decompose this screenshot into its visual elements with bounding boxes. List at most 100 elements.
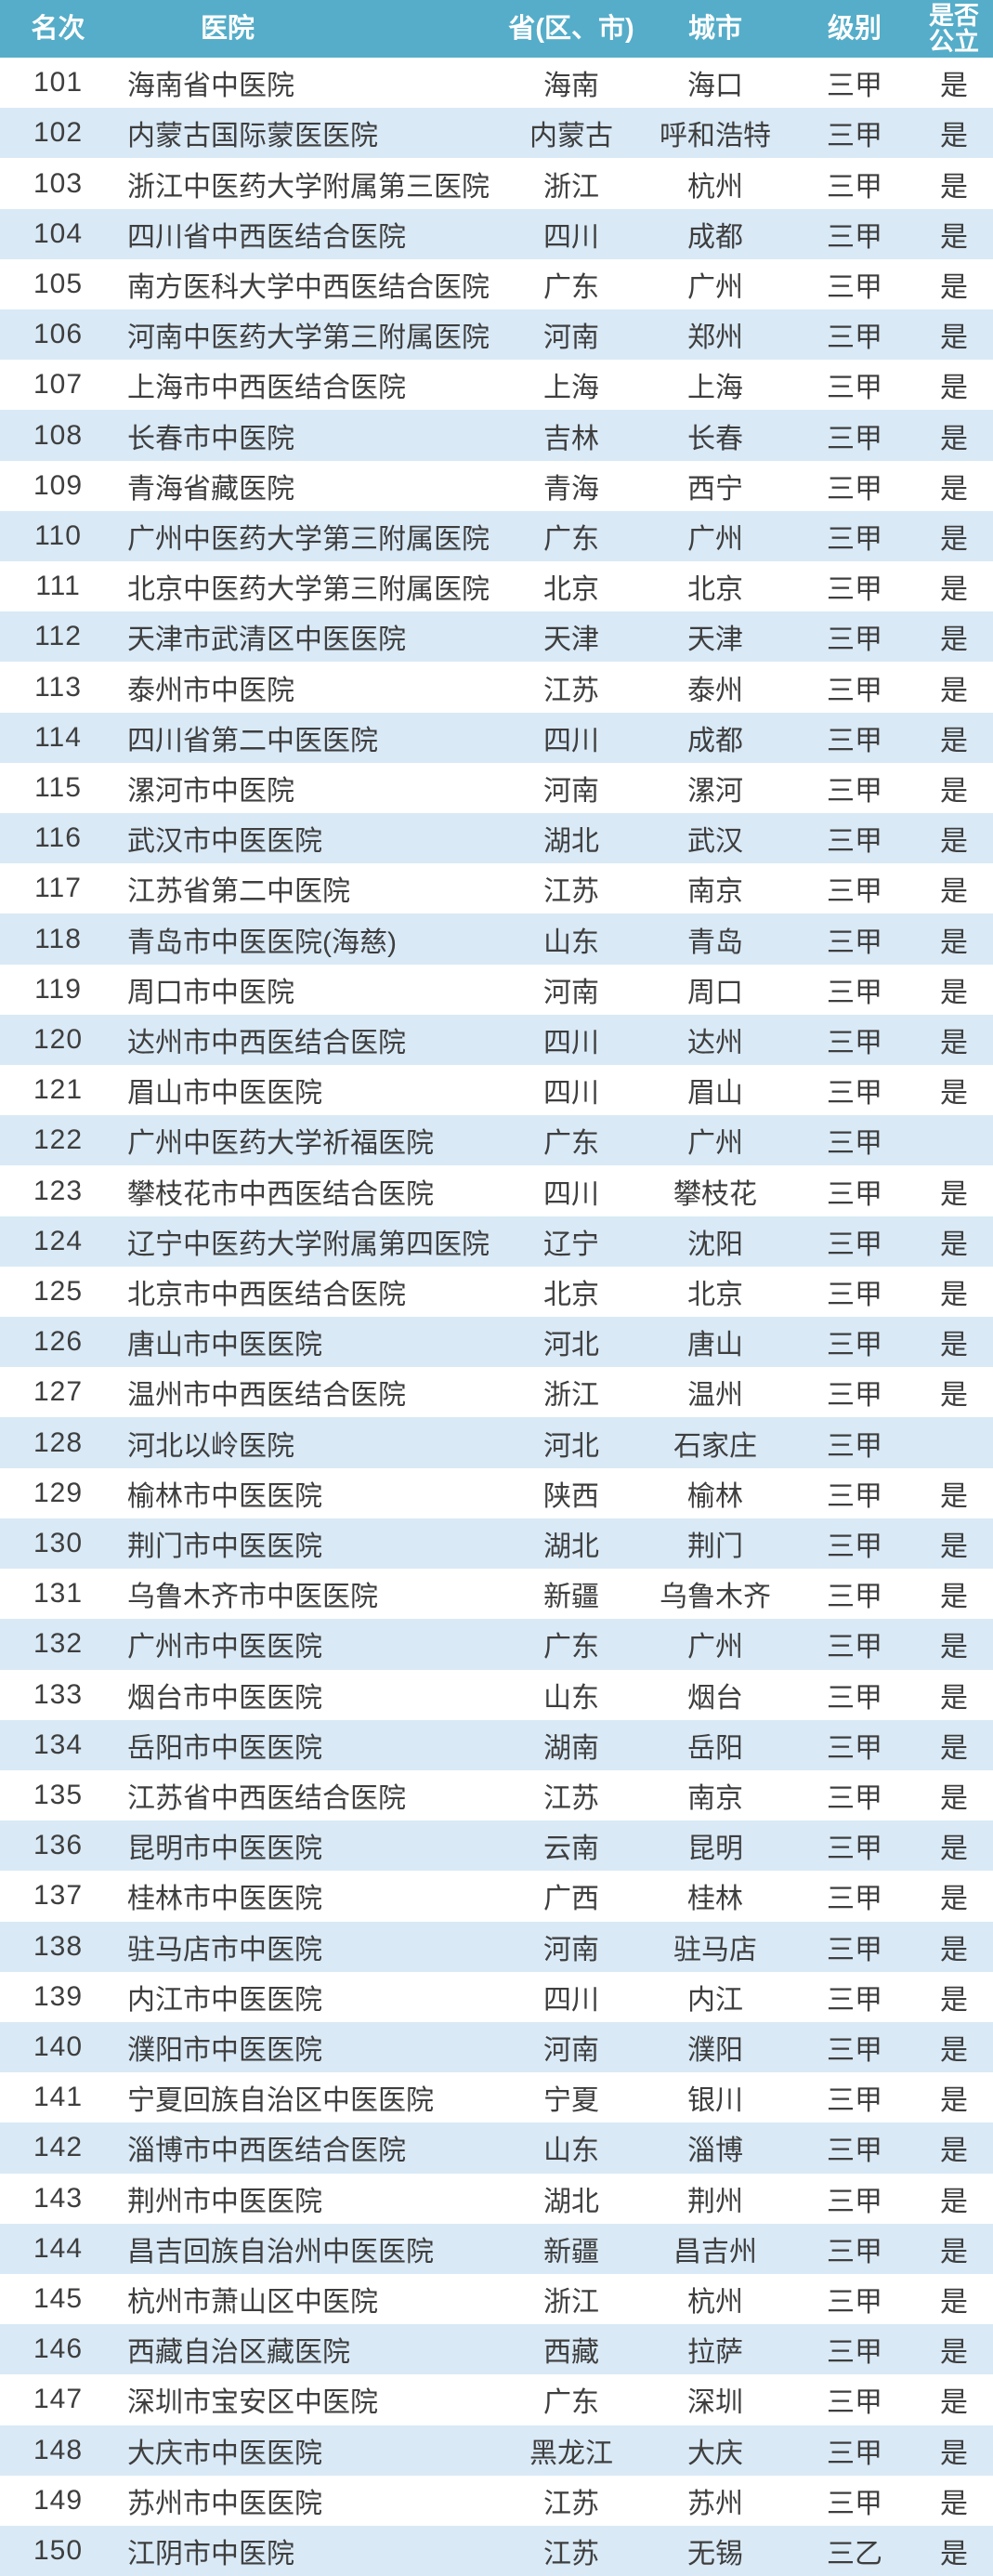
- cell-public: 是: [940, 675, 968, 706]
- cell-province: 黑龙江: [529, 2438, 613, 2469]
- cell-hospital: 武汉市中医医院: [127, 826, 322, 858]
- cell-level: 三甲: [827, 1380, 882, 1412]
- cell-rank: 124: [33, 1225, 84, 1256]
- cell-city: 上海: [687, 373, 743, 404]
- cell-rank: 107: [33, 369, 84, 401]
- cell-hospital: 大庆市中医医院: [127, 2438, 322, 2469]
- cell-level: 三甲: [827, 2035, 882, 2067]
- cell-level: 三甲: [827, 1884, 882, 1915]
- cell-rank: 133: [33, 1678, 84, 1710]
- cell-level: 三甲: [827, 2287, 882, 2319]
- cell-city: 广州: [687, 1128, 743, 1160]
- cell-hospital: 荆州市中医医院: [127, 2186, 322, 2217]
- cell-city: 驻马店: [673, 1934, 757, 1965]
- cell-province: 河南: [543, 2035, 599, 2067]
- cell-rank: 138: [33, 1930, 84, 1962]
- cell-level: 三甲: [827, 473, 882, 505]
- table-row: 118 青岛市中医医院(海慈) 山东 青岛 三甲 是: [0, 913, 993, 965]
- cell-hospital: 深圳市宝安区中医院: [127, 2387, 378, 2419]
- cell-hospital: 濮阳市中医医院: [127, 2035, 322, 2067]
- column-header-rank: 名次: [31, 13, 85, 44]
- column-header-public: 是否公立: [929, 1, 979, 56]
- table-row: 142 淄博市中西医结合医院 山东 淄博 三甲 是: [0, 2123, 993, 2174]
- cell-province: 浙江: [543, 171, 599, 203]
- cell-hospital: 广州市中医医院: [127, 1632, 322, 1663]
- table-row: 119 周口市中医院 河南 周口 三甲 是: [0, 964, 993, 1015]
- cell-rank: 143: [33, 2182, 84, 2214]
- cell-level: 三甲: [827, 1330, 882, 1361]
- cell-level: 三甲: [827, 2488, 882, 2519]
- table-row: 130 荆门市中医医院 湖北 荆门 三甲 是: [0, 1518, 993, 1570]
- cell-province: 陕西: [543, 1480, 599, 1512]
- cell-rank: 150: [33, 2535, 84, 2567]
- cell-hospital: 江阴市中医院: [127, 2539, 294, 2570]
- cell-city: 呼和浩特: [660, 121, 771, 152]
- cell-hospital: 河北以岭医院: [127, 1430, 294, 1462]
- cell-level: 三甲: [827, 1783, 882, 1814]
- cell-public: 是: [940, 876, 968, 908]
- cell-public: 是: [940, 775, 968, 807]
- cell-province: 四川: [543, 1984, 599, 2016]
- cell-level: 三甲: [827, 1430, 882, 1462]
- cell-hospital: 北京市中西医结合医院: [127, 1279, 406, 1310]
- table-row: 145 杭州市萧山区中医院 浙江 杭州 三甲 是: [0, 2273, 993, 2325]
- cell-hospital: 南方医科大学中西医结合医院: [127, 271, 490, 303]
- cell-province: 云南: [543, 1833, 599, 1865]
- cell-rank: 128: [33, 1426, 84, 1458]
- cell-city: 昌吉州: [673, 2236, 757, 2267]
- table-row: 135 江苏省中西医结合医院 江苏 南京 三甲 是: [0, 1769, 993, 1821]
- cell-hospital: 乌鲁木齐市中医医院: [127, 1582, 378, 1613]
- cell-public: 是: [940, 1279, 968, 1310]
- cell-public: 是: [940, 2287, 968, 2319]
- cell-city: 北京: [687, 574, 743, 606]
- table-row: 106 河南中医药大学第三附属医院 河南 郑州 三甲 是: [0, 309, 993, 361]
- cell-city: 银川: [687, 2085, 743, 2117]
- table-row: 120 达州市中西医结合医院 四川 达州 三甲 是: [0, 1014, 993, 1066]
- cell-rank: 101: [33, 67, 84, 99]
- cell-level: 三甲: [827, 574, 882, 606]
- table-row: 144 昌吉回族自治州中医医院 新疆 昌吉州 三甲 是: [0, 2223, 993, 2274]
- cell-province: 四川: [543, 725, 599, 756]
- cell-rank: 119: [34, 973, 82, 1005]
- cell-city: 内江: [687, 1984, 743, 2016]
- cell-province: 山东: [543, 1682, 599, 1714]
- cell-level: 三甲: [827, 2236, 882, 2267]
- cell-province: 江苏: [543, 2539, 599, 2570]
- cell-city: 青岛: [687, 927, 743, 958]
- cell-city: 唐山: [687, 1330, 743, 1361]
- cell-public: 是: [940, 2236, 968, 2267]
- cell-level: 三甲: [827, 1984, 882, 2016]
- cell-city: 武汉: [687, 826, 743, 858]
- cell-rank: 130: [33, 1527, 84, 1558]
- cell-city: 桂林: [687, 1884, 743, 1915]
- cell-public: 是: [940, 574, 968, 606]
- cell-public: 是: [940, 271, 968, 303]
- cell-public: 是: [940, 1330, 968, 1361]
- cell-level: 三甲: [827, 1682, 882, 1714]
- cell-province: 湖北: [543, 826, 599, 858]
- cell-province: 四川: [543, 1078, 599, 1110]
- cell-province: 新疆: [543, 1582, 599, 1613]
- cell-level: 三甲: [827, 826, 882, 858]
- cell-public: 是: [940, 1732, 968, 1764]
- table-row: 150 江阴市中医院 江苏 无锡 三乙 是: [0, 2525, 993, 2576]
- cell-public: 是: [940, 322, 968, 354]
- cell-level: 三甲: [827, 221, 882, 253]
- cell-hospital: 达州市中西医结合医院: [127, 1027, 406, 1058]
- cell-province: 山东: [543, 2136, 599, 2167]
- cell-province: 江苏: [543, 1783, 599, 1814]
- cell-hospital: 青岛市中医医院(海慈): [127, 927, 397, 958]
- cell-public: 是: [940, 2438, 968, 2469]
- cell-rank: 146: [33, 2333, 84, 2365]
- cell-public: 是: [940, 2035, 968, 2067]
- cell-city: 濮阳: [687, 2035, 743, 2067]
- cell-rank: 105: [33, 268, 84, 299]
- table-row: 121 眉山市中医医院 四川 眉山 三甲 是: [0, 1065, 993, 1116]
- cell-public: 是: [940, 624, 968, 656]
- cell-public: 是: [940, 121, 968, 152]
- cell-public: 是: [940, 2186, 968, 2217]
- cell-level: 三甲: [827, 2085, 882, 2117]
- cell-province: 吉林: [543, 423, 599, 454]
- cell-hospital: 江苏省中西医结合医院: [127, 1783, 406, 1814]
